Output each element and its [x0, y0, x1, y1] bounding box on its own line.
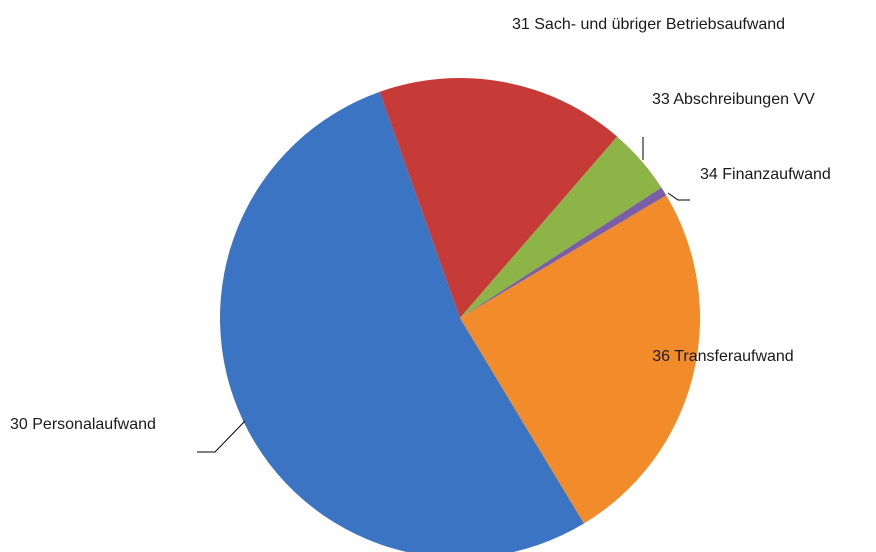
- pie-slice: [460, 187, 667, 318]
- leader-line: [667, 192, 690, 201]
- pie-slice: [220, 91, 584, 552]
- slice-label: 33 Abschreibungen VV: [652, 91, 815, 108]
- slice-label: 31 Sach- und übriger Betriebsaufwand: [512, 16, 786, 33]
- pie-slice: [460, 195, 700, 524]
- slice-label: 36 Transferaufwand: [652, 348, 794, 365]
- leader-line: [197, 420, 246, 453]
- pie-slice: [460, 136, 662, 318]
- slice-label: 30 Personalaufwand: [10, 416, 156, 433]
- slice-label: 34 Finanzaufwand: [700, 166, 831, 183]
- pie-slice: [379, 78, 618, 318]
